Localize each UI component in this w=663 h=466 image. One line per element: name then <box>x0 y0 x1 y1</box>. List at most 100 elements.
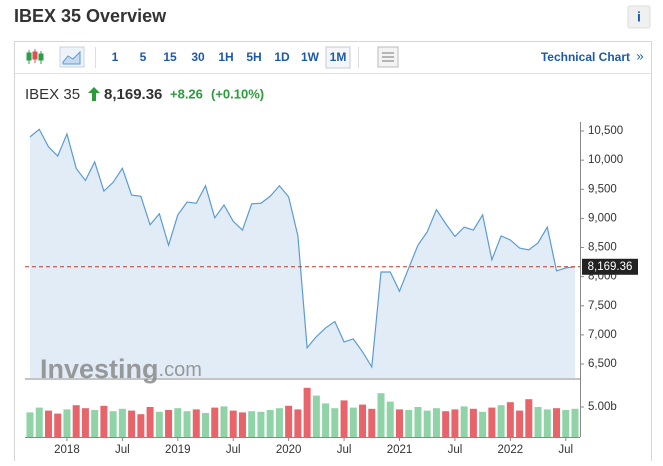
volume-bar <box>488 407 496 437</box>
y-tick-label: 9,000 <box>588 212 617 224</box>
volume-bar <box>174 408 182 437</box>
volume-bar <box>442 411 450 437</box>
volume-bar <box>91 410 99 437</box>
x-tick-label: 2021 <box>387 444 413 456</box>
x-tick-label: 2019 <box>165 444 191 456</box>
volume-bar <box>368 408 376 437</box>
volume-bar <box>516 410 524 437</box>
volume-bar <box>534 407 542 437</box>
volume-bar <box>395 409 403 437</box>
volume-bar <box>340 400 348 437</box>
volume-bar <box>100 405 108 437</box>
volume-bar <box>571 408 579 437</box>
plot: 6,5007,0007,5008,0008,5009,0009,50010,00… <box>25 122 638 456</box>
interval-button[interactable]: 15 <box>163 50 177 64</box>
volume-bar <box>460 406 468 437</box>
interval-button[interactable]: 1M <box>330 50 347 64</box>
x-tick-label: Jul <box>448 444 463 456</box>
volume-bar <box>192 409 200 437</box>
volume-bar <box>72 405 80 437</box>
interval-button[interactable]: 30 <box>191 50 205 64</box>
interval-buttons: 1 5 15 30 1H 5H 1D 1W 1M <box>112 46 351 69</box>
volume-bar <box>506 402 514 437</box>
watermark: Investing.com <box>40 354 202 384</box>
x-tick-label: Jul <box>337 444 352 456</box>
volume-bar <box>109 411 117 437</box>
volume-bar <box>26 412 34 437</box>
volume-bar <box>386 401 394 437</box>
volume-bar <box>220 406 228 437</box>
y2-tick-label: 5.00b <box>588 401 617 413</box>
interval-button[interactable]: 5H <box>246 50 261 64</box>
volume-bar <box>377 393 385 437</box>
info-icon[interactable]: i <box>637 9 641 25</box>
watermark-suffix: .com <box>159 359 202 381</box>
frame <box>14 41 652 466</box>
volume-bar <box>202 413 210 437</box>
volume-bar <box>229 410 237 437</box>
grid-icon[interactable] <box>377 46 399 68</box>
volume-bar <box>543 409 551 437</box>
volume-bar <box>312 395 320 437</box>
volume-bar <box>54 413 62 437</box>
x-tick-label: Jul <box>115 444 130 456</box>
last-price-label: 8,169.36 <box>588 261 633 273</box>
volume-bar <box>303 387 311 437</box>
volume-bar <box>562 410 570 437</box>
quote-change: +8.26 <box>170 86 203 101</box>
y-tick-label: 8,500 <box>588 242 617 254</box>
y-tick-label: 10,500 <box>588 125 623 137</box>
volume-bar <box>275 408 283 437</box>
volume-bar <box>63 409 71 437</box>
volume-bar <box>128 410 136 437</box>
volume-bar <box>294 409 302 437</box>
volume-bar <box>81 408 89 437</box>
volume-bar <box>359 404 367 437</box>
volume-bar <box>553 408 561 437</box>
interval-button[interactable]: 1H <box>218 50 233 64</box>
volume-bar <box>479 411 487 437</box>
volume-bar <box>349 407 357 437</box>
volume-bar <box>44 410 52 437</box>
volume-bar <box>469 408 477 437</box>
up-arrow <box>88 87 100 101</box>
volume-bar <box>414 407 422 437</box>
volume-bar <box>322 403 330 437</box>
volume-bar <box>285 405 293 437</box>
volume-bar <box>35 407 43 437</box>
y-tick-label: 7,000 <box>588 329 617 341</box>
y-tick-label: 7,500 <box>588 300 617 312</box>
selected-interval <box>325 46 351 69</box>
area-icon[interactable] <box>59 46 85 68</box>
price-line <box>29 128 576 369</box>
interval-button[interactable]: 5 <box>140 50 147 64</box>
watermark-brand: Investing <box>40 354 159 384</box>
price-area <box>30 129 575 378</box>
x-tick-label: 2018 <box>54 444 80 456</box>
link-arrow[interactable]: » <box>636 48 643 63</box>
volume-bar <box>118 408 126 437</box>
volume-bar <box>183 411 191 437</box>
x-tick-label: Jul <box>558 444 573 456</box>
quote-change-pct: (+0.10%) <box>211 86 264 101</box>
volume-bar <box>451 409 459 437</box>
y-tick-label: 6,500 <box>588 358 617 370</box>
info-button[interactable] <box>627 5 651 29</box>
interval-button[interactable]: 1D <box>274 50 290 64</box>
quote-price: 8,169.36 <box>104 86 162 103</box>
volume-bar <box>137 414 145 437</box>
interval-button[interactable]: 1W <box>301 50 320 64</box>
x-tick-label: 2022 <box>498 444 524 456</box>
volume-bar <box>248 411 256 437</box>
volume-bar <box>405 410 413 437</box>
volume-bar <box>432 408 440 437</box>
candle-icon[interactable] <box>26 49 44 64</box>
interval-button[interactable]: 1 <box>112 50 119 64</box>
widget-title: IBEX 35 Overview <box>14 6 167 26</box>
volume-bar <box>155 411 163 437</box>
technical-chart-link[interactable]: Technical Chart <box>541 50 630 64</box>
last-price-box <box>582 258 638 275</box>
x-tick-label: Jul <box>226 444 241 456</box>
